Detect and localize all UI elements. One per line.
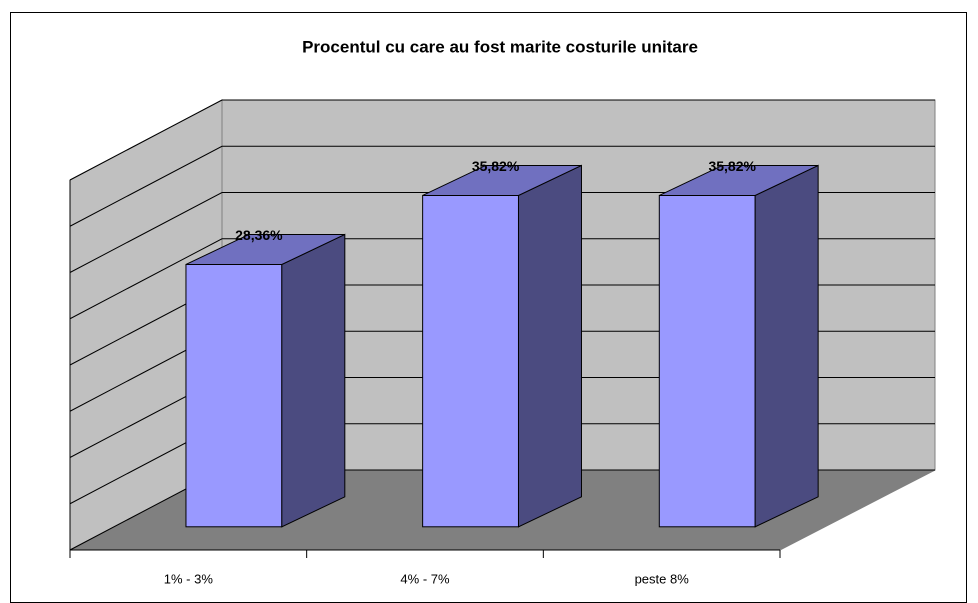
x-tick-label: peste 8% (635, 571, 690, 586)
bar-front (658, 194, 756, 528)
bar-top (659, 164, 819, 196)
x-tick-label: 4% - 7% (400, 571, 450, 586)
bar-side (754, 164, 819, 528)
value-label: 35,82% (472, 158, 520, 174)
bar-top (422, 164, 582, 196)
value-label: 35,82% (708, 158, 756, 174)
value-label: 28,36% (235, 227, 283, 243)
bar-top (185, 233, 346, 265)
x-tick-label: 1% - 3% (164, 571, 214, 586)
chart-title: Procentul cu care au fost marite costuri… (302, 37, 698, 56)
grid-line (69, 99, 935, 181)
bar-front (422, 194, 519, 528)
bar-front (185, 263, 283, 528)
bar-side (517, 164, 582, 528)
grid-line (69, 145, 935, 227)
bar-side (281, 233, 346, 528)
